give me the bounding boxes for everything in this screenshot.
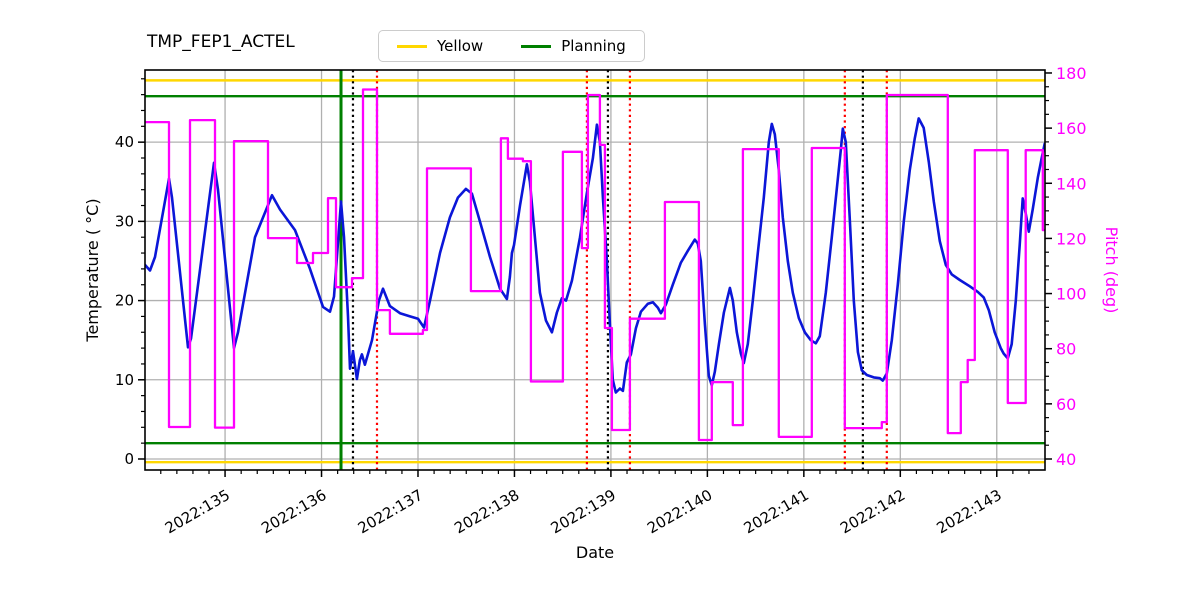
y-axis-label-right: Pitch (deg) <box>1102 227 1121 314</box>
x-tick-label: 2022:140 <box>644 486 715 538</box>
x-tick-label: 2022:137 <box>355 486 426 538</box>
threshold-lines <box>145 79 1045 464</box>
y-right-tick-label: 120 <box>1056 229 1087 248</box>
x-tick-label: 2022:143 <box>934 486 1005 538</box>
page-title: TMP_FEP1_ACTEL <box>147 32 295 52</box>
y-right-tick-label: 40 <box>1056 450 1076 469</box>
planning-line-swatch <box>521 44 552 48</box>
legend-item-planning: Planning <box>521 37 626 55</box>
legend: Yellow Planning <box>378 30 645 62</box>
x-axis-label: Date <box>576 543 614 562</box>
x-tick-label: 2022:141 <box>741 486 812 538</box>
y-right-tick-label: 140 <box>1056 174 1087 193</box>
x-axis: 2022:135 2022:136 2022:137 2022:138 2022:139… <box>160 470 1030 538</box>
y-right-tick-label: 180 <box>1056 64 1087 83</box>
x-tick-label: 2022:142 <box>837 486 908 538</box>
temperature_c-line <box>145 117 1045 394</box>
legend-label: Yellow <box>437 37 484 55</box>
pitch_deg-line <box>145 88 1045 442</box>
x-tick-label: 2022:136 <box>258 486 329 538</box>
y-right-tick-label: 160 <box>1056 119 1087 138</box>
x-tick-label: 2022:138 <box>451 486 522 538</box>
yellow-line-swatch <box>397 44 427 48</box>
y-axis-left: 0 10 20 30 40 <box>115 78 145 468</box>
y-left-tick-label: 30 <box>115 212 134 230</box>
x-tick-label: 2022:139 <box>548 486 619 538</box>
legend-label: Planning <box>561 37 626 55</box>
event-lines <box>339 70 888 470</box>
x-tick-label: 2022:135 <box>162 486 233 538</box>
y-left-tick-label: 20 <box>115 292 134 310</box>
y-left-tick-label: 40 <box>115 133 134 151</box>
series <box>145 88 1045 442</box>
y-axis-label-left: Temperature ( °C) <box>83 198 102 342</box>
legend-item-yellow: Yellow <box>397 37 483 55</box>
y-right-tick-label: 100 <box>1056 285 1087 304</box>
y-left-tick-label: 0 <box>124 450 134 468</box>
y-axis-right: 40 60 80 100 120 140 160 180 <box>1045 64 1087 469</box>
y-right-tick-label: 80 <box>1056 340 1076 359</box>
y-right-tick-label: 60 <box>1056 395 1076 414</box>
y-left-tick-label: 10 <box>115 371 134 389</box>
